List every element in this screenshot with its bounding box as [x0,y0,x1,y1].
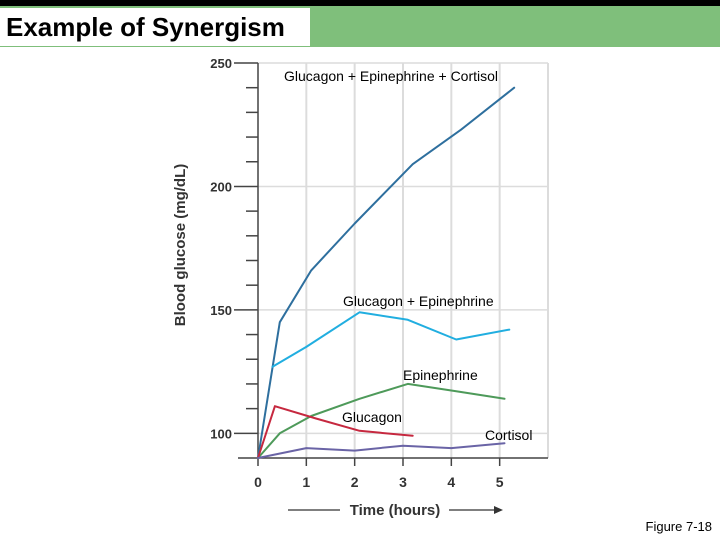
series-label-2: Epinephrine [403,367,478,383]
series-labels: Glucagon + Epinephrine + Cortisol Glucago… [284,68,532,443]
series-lines [257,86,516,459]
y-tick-label: 100 [210,426,232,441]
x-tick-label: 3 [399,474,407,490]
y-axis-label: Blood glucose (mg/dL) [172,164,189,327]
x-tick-label: 4 [447,474,455,490]
x-axis-label: Time (hours) [350,502,441,519]
series-label-4: Cortisol [485,427,532,443]
grid [258,62,549,458]
series-label-1: Glucagon + Epinephrine [343,293,494,309]
x-tick-label: 2 [351,474,359,490]
axes: 100 150 200 250 0 1 2 3 4 5 Time (hours) Blood gluc… [172,56,548,519]
x-axis-arrowhead-icon [494,506,503,514]
series-line-1 [271,311,511,368]
top-border [0,0,720,6]
y-tick-label: 250 [210,56,232,71]
y-tick-label: 150 [210,303,232,318]
figure-label: Figure 7-18 [645,519,712,534]
series-line-0 [257,86,516,459]
y-tick-label: 200 [210,179,232,194]
slide-title: Example of Synergism [0,8,310,46]
series-line-2 [257,382,506,459]
x-tick-label: 5 [496,474,504,490]
series-line-4 [257,442,506,459]
series-label-3: Glucagon [342,409,402,425]
x-tick-label: 0 [254,474,262,490]
series-label-0: Glucagon + Epinephrine + Cortisol [284,68,498,84]
x-tick-label: 1 [302,474,310,490]
series-line-3 [257,405,414,459]
